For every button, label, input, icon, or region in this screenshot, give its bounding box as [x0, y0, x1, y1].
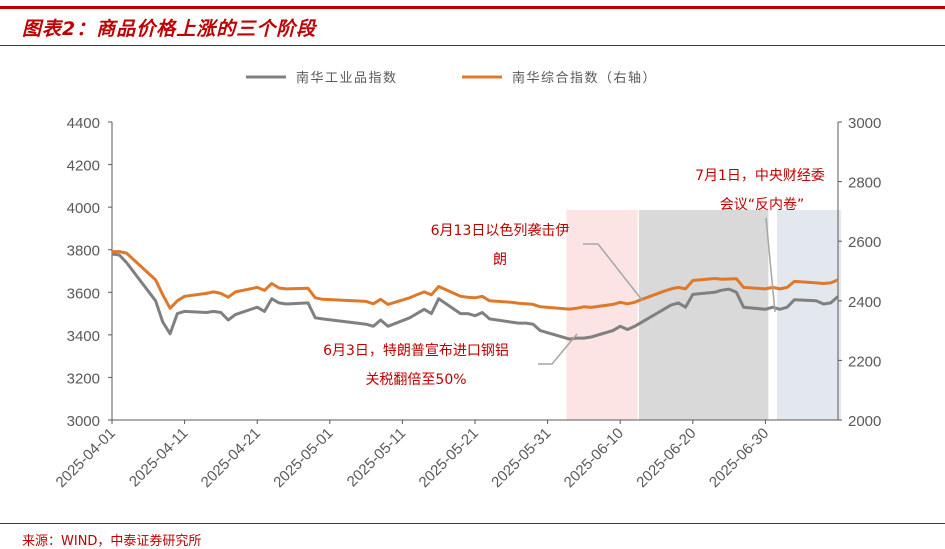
x-tick-label: 2025-06-10	[561, 425, 627, 491]
bottom-rule	[0, 523, 945, 524]
x-tick-label: 2025-04-21	[198, 425, 264, 491]
annotation-3-line-1: 7月1日，中央财经委	[695, 168, 825, 184]
x-tick-label: 2025-05-11	[344, 425, 409, 490]
page-title: 图表2：商品价格上涨的三个阶段	[22, 18, 317, 40]
chart: 3000 3200 3400 3600 3800 4000 4200 4400 2000 2200…	[53, 70, 882, 491]
x-tick-label: 2025-04-11	[126, 425, 191, 490]
annotation-2-line-1: 6月3日，特朗普宣布进口钢铝	[323, 343, 509, 359]
x-tick-label: 2025-06-30	[706, 425, 772, 491]
right-tick-label: 2800	[848, 175, 881, 192]
annotation-2-leader	[538, 333, 578, 365]
annotation-3-leader	[765, 217, 776, 313]
shaded-region-2	[638, 210, 769, 420]
left-tick-label: 3600	[67, 285, 100, 302]
right-tick-label: 2400	[848, 294, 881, 311]
title-rule	[0, 45, 945, 46]
annotation-1-line-1: 6月13日以色列袭击伊	[431, 222, 570, 239]
annotation-3-line-2: 会议“反内卷”	[720, 197, 805, 213]
x-tick-label: 2025-06-20	[633, 425, 699, 491]
x-tick-label: 2025-05-21	[416, 425, 482, 491]
annotation-1-leader	[583, 243, 643, 301]
legend-label-1: 南华工业品指数	[296, 70, 398, 86]
x-tick-label: 2025-05-01	[270, 425, 336, 491]
x-tick-label: 2025-05-31	[488, 425, 554, 491]
left-tick-label: 3800	[67, 243, 100, 260]
top-rule	[0, 6, 945, 9]
right-tick-label: 2200	[848, 353, 881, 370]
left-tick-label: 4200	[67, 158, 100, 175]
shaded-region-1	[566, 210, 638, 420]
left-tick-label: 3000	[67, 413, 100, 430]
x-tick-label: 2025-04-01	[53, 425, 119, 491]
right-tick-label: 3000	[848, 115, 881, 132]
left-tick-label: 4400	[67, 115, 100, 132]
annotation-1-line-2: 朗	[493, 252, 507, 268]
annotation-2-line-2: 关税翻倍至50%	[365, 372, 466, 388]
left-tick-label: 3200	[67, 370, 100, 387]
shaded-region-3	[776, 210, 841, 420]
series-line-1	[111, 252, 839, 341]
legend-label-2: 南华综合指数（右轴）	[512, 70, 657, 86]
right-tick-label: 2600	[848, 234, 881, 251]
left-tick-label: 3400	[67, 328, 100, 345]
left-tick-label: 4000	[67, 200, 100, 217]
series-line-2	[112, 250, 839, 311]
source-note: 来源：WIND，中泰证券研究所	[22, 534, 202, 549]
right-tick-label: 2000	[848, 413, 881, 430]
